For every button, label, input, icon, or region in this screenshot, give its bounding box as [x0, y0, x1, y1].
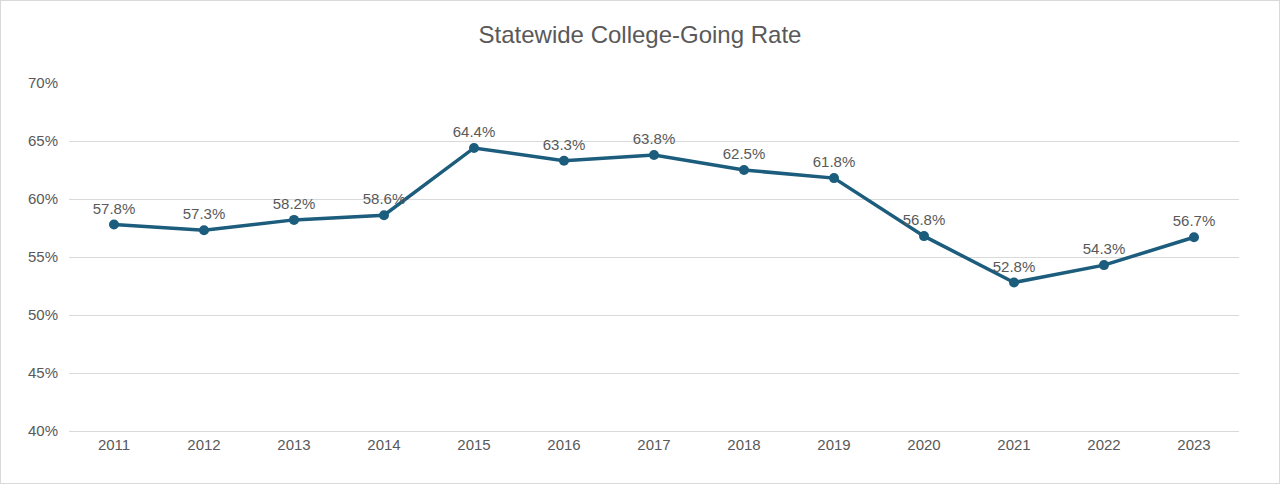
svg-text:2018: 2018 [727, 436, 760, 453]
svg-text:60%: 60% [28, 190, 58, 207]
svg-text:50%: 50% [28, 306, 58, 323]
svg-text:62.5%: 62.5% [723, 145, 766, 162]
svg-text:2014: 2014 [367, 436, 400, 453]
svg-text:2020: 2020 [907, 436, 940, 453]
svg-text:54.3%: 54.3% [1083, 240, 1126, 257]
svg-text:56.8%: 56.8% [903, 211, 946, 228]
svg-text:2017: 2017 [637, 436, 670, 453]
svg-text:2015: 2015 [457, 436, 490, 453]
svg-text:Statewide College-Going Rate: Statewide College-Going Rate [479, 21, 802, 48]
svg-text:52.8%: 52.8% [993, 258, 1036, 275]
svg-text:58.6%: 58.6% [363, 190, 406, 207]
svg-text:56.7%: 56.7% [1173, 212, 1216, 229]
svg-text:65%: 65% [28, 132, 58, 149]
svg-text:64.4%: 64.4% [453, 123, 496, 140]
svg-text:2023: 2023 [1177, 436, 1210, 453]
svg-text:2016: 2016 [547, 436, 580, 453]
svg-text:57.3%: 57.3% [183, 205, 226, 222]
svg-text:40%: 40% [28, 422, 58, 439]
svg-text:57.8%: 57.8% [93, 200, 136, 217]
svg-text:61.8%: 61.8% [813, 153, 856, 170]
svg-text:63.3%: 63.3% [543, 136, 586, 153]
svg-text:70%: 70% [28, 74, 58, 91]
svg-text:2021: 2021 [997, 436, 1030, 453]
svg-text:58.2%: 58.2% [273, 195, 316, 212]
svg-text:2013: 2013 [277, 436, 310, 453]
svg-text:2012: 2012 [187, 436, 220, 453]
svg-text:2011: 2011 [98, 436, 130, 453]
svg-text:2019: 2019 [817, 436, 850, 453]
svg-text:55%: 55% [28, 248, 58, 265]
svg-text:45%: 45% [28, 364, 58, 381]
svg-text:2022: 2022 [1087, 436, 1120, 453]
svg-text:63.8%: 63.8% [633, 130, 676, 147]
